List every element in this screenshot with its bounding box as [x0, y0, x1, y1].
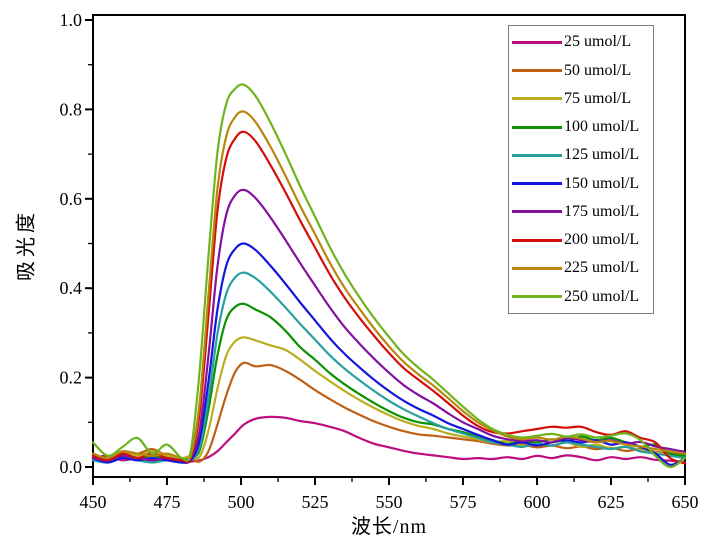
x-tick-label: 650 — [672, 492, 699, 512]
legend-color-line — [512, 40, 562, 44]
legend-item: 125 umol/L — [509, 141, 653, 169]
legend-item: 50 umol/L — [509, 57, 653, 85]
legend-label: 200 umol/L — [564, 231, 640, 249]
legend-item: 250 umol/L — [509, 283, 653, 311]
y-tick-label: 0.6 — [60, 189, 83, 209]
x-axis-title: 波长/nm — [350, 516, 428, 538]
legend-color-line — [512, 182, 562, 186]
legend-item: 100 umol/L — [509, 113, 653, 141]
x-tick-label: 450 — [80, 492, 107, 512]
legend-color-line — [512, 153, 562, 157]
legend-item: 25 umol/L — [509, 28, 653, 56]
legend-label: 125 umol/L — [564, 146, 640, 164]
y-tick-label: 0.2 — [60, 368, 83, 388]
y-tick-label: 0.4 — [60, 278, 83, 298]
legend-color-line — [512, 266, 562, 270]
legend-color-line — [512, 210, 562, 214]
legend-item: 175 umol/L — [509, 198, 653, 226]
legend-label: 50 umol/L — [564, 61, 632, 79]
x-tick-label: 550 — [376, 492, 403, 512]
legend-color-line — [512, 238, 562, 242]
legend-label: 150 umol/L — [564, 174, 640, 192]
series-line-225-umol-l — [91, 110, 687, 462]
legend-color-line — [512, 295, 562, 299]
legend-color-line — [512, 97, 562, 101]
legend: 25 umol/L 50 umol/L 75 umol/L 100 umol/L 125… — [508, 25, 654, 314]
y-axis-title: 吸光度 — [15, 209, 38, 281]
x-tick-label: 525 — [302, 492, 329, 512]
y-tick-label: 0.8 — [60, 99, 83, 119]
x-tick-label: 575 — [450, 492, 477, 512]
x-tick-label: 600 — [524, 492, 551, 512]
legend-color-line — [512, 125, 562, 129]
x-tick-label: 475 — [154, 492, 181, 512]
legend-label: 75 umol/L — [564, 89, 632, 107]
series-line-150-umol-l — [91, 242, 687, 466]
legend-label: 175 umol/L — [564, 202, 640, 220]
x-tick-label: 625 — [598, 492, 625, 512]
legend-label: 250 umol/L — [564, 287, 640, 305]
legend-item: 200 umol/L — [509, 226, 653, 254]
legend-item: 150 umol/L — [509, 170, 653, 198]
series-line-25-umol-l — [91, 415, 687, 464]
x-tick-label: 500 — [228, 492, 255, 512]
legend-label: 25 umol/L — [564, 33, 632, 51]
y-tick-label: 1.0 — [60, 10, 83, 30]
series-line-250-umol-l — [91, 83, 687, 469]
y-tick-label: 0.0 — [60, 457, 83, 477]
legend-label: 225 umol/L — [564, 259, 640, 277]
legend-label: 100 umol/L — [564, 118, 640, 136]
legend-color-line — [512, 69, 562, 73]
legend-item: 225 umol/L — [509, 254, 653, 282]
legend-item: 75 umol/L — [509, 85, 653, 113]
